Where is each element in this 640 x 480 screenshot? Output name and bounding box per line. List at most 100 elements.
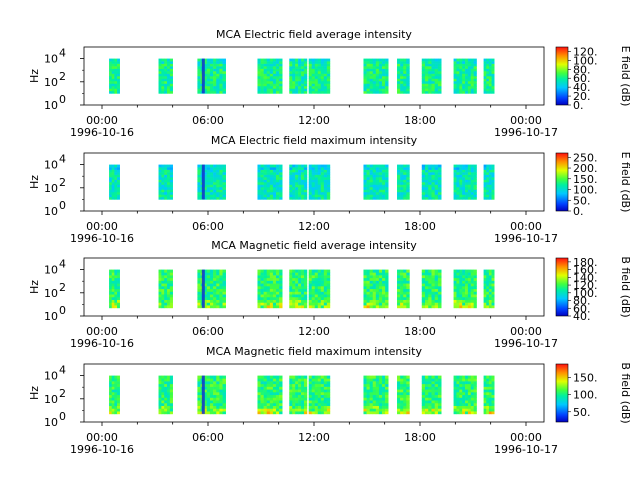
heatmap-cell (311, 302, 316, 306)
heatmap-cell (397, 381, 401, 385)
heatmap-cell (434, 68, 439, 72)
heatmap-cell (456, 294, 460, 298)
heatmap-cell (372, 73, 377, 77)
heatmap-cell (431, 80, 436, 84)
heatmap-cell (326, 296, 331, 300)
heatmap-cell (473, 172, 477, 175)
heatmap-cell (369, 76, 374, 79)
heatmap-cell (400, 78, 404, 82)
heatmap-cell (467, 383, 472, 387)
heatmap-cell (465, 294, 469, 298)
heatmap-cell (385, 85, 389, 89)
heatmap-cell (303, 182, 308, 185)
heatmap-cell (375, 167, 380, 170)
heatmap-cell (459, 392, 463, 396)
heatmap-cell (363, 80, 367, 84)
heatmap-cell (203, 85, 208, 89)
heatmap-cell (363, 83, 367, 87)
heatmap-cell (314, 283, 319, 287)
heatmap-cell (326, 386, 331, 390)
heatmap-cell (295, 182, 299, 185)
heatmap-cell (437, 63, 442, 67)
heatmap-cell (470, 286, 474, 290)
heatmap-cell (375, 71, 380, 74)
heatmap-cell (209, 296, 214, 300)
heatmap-cell (314, 272, 319, 276)
heatmap-strip (201, 58, 205, 94)
heatmap-cell (488, 58, 492, 62)
heatmap-cell (323, 294, 328, 298)
heatmap-cell (279, 405, 283, 409)
heatmap-cell (462, 400, 466, 404)
heatmap-cell (421, 269, 426, 273)
heatmap-cell (459, 88, 463, 92)
heatmap-cell (375, 302, 380, 306)
heatmap-cell (366, 194, 370, 198)
heatmap-cell (213, 286, 217, 290)
heatmap-cell (369, 196, 374, 200)
heatmap-cell (323, 408, 328, 412)
heatmap-cell (167, 296, 171, 300)
heatmap-cell (400, 66, 404, 69)
heatmap-cell (326, 90, 331, 94)
heatmap-cell (161, 174, 165, 178)
heatmap-cell (470, 389, 474, 393)
heatmap-cell (470, 85, 474, 89)
heatmap-cell (117, 394, 120, 398)
heatmap-cell (164, 386, 168, 390)
heatmap-cell (473, 305, 477, 309)
heatmap-cell (375, 283, 380, 287)
heatmap-cell (206, 186, 211, 190)
heatmap-cell (483, 294, 487, 298)
heatmap-cell (257, 389, 261, 393)
heatmap-cell (266, 71, 271, 74)
heatmap-cell (109, 283, 113, 287)
heatmap-cell (260, 269, 264, 273)
heatmap-cell (263, 277, 268, 281)
heatmap-cell (378, 76, 383, 79)
heatmap-cell (382, 291, 386, 295)
heatmap-cell (209, 78, 214, 82)
heatmap-cell (276, 80, 280, 84)
heatmap-cell (203, 400, 208, 404)
heatmap-cell (289, 302, 293, 306)
heatmap-cell (488, 177, 492, 180)
heatmap-cell (378, 83, 383, 87)
heatmap-cell (169, 83, 173, 87)
heatmap-cell (260, 272, 264, 276)
heatmap-cell (311, 80, 316, 84)
x-tick-label: 06:00 (192, 114, 224, 127)
heatmap-cell (473, 76, 477, 79)
heatmap-cell (425, 291, 429, 295)
heatmap-cell (488, 76, 492, 79)
heatmap-cell (467, 294, 472, 298)
heatmap-cell (488, 172, 492, 175)
heatmap-cell (203, 90, 208, 94)
heatmap-cell (372, 375, 377, 379)
heatmap-cell (298, 280, 302, 284)
heatmap-cell (317, 85, 322, 89)
heatmap-cell (375, 83, 380, 87)
heatmap-cell (400, 58, 404, 62)
heatmap-cell (260, 375, 264, 379)
heatmap-cell (216, 402, 220, 406)
heatmap-cell (257, 174, 261, 178)
heatmap-cell (456, 402, 460, 406)
heatmap-cell (326, 389, 331, 393)
heatmap-cell (317, 272, 322, 276)
heatmap-cell (167, 88, 171, 92)
heatmap-cell (378, 194, 383, 198)
heatmap-cell (491, 191, 495, 195)
heatmap-cell (486, 164, 490, 168)
heatmap-cell (303, 88, 308, 92)
heatmap-cell (164, 83, 168, 87)
heatmap-cell (219, 381, 223, 385)
heatmap-cell (289, 194, 293, 198)
heatmap-cell (486, 277, 490, 281)
heatmap-cell (158, 283, 162, 287)
heatmap-cell (257, 296, 261, 300)
heatmap-cell (292, 80, 296, 84)
heatmap-cell (169, 272, 173, 276)
heatmap-cell (437, 83, 442, 87)
heatmap-cell (366, 169, 370, 173)
